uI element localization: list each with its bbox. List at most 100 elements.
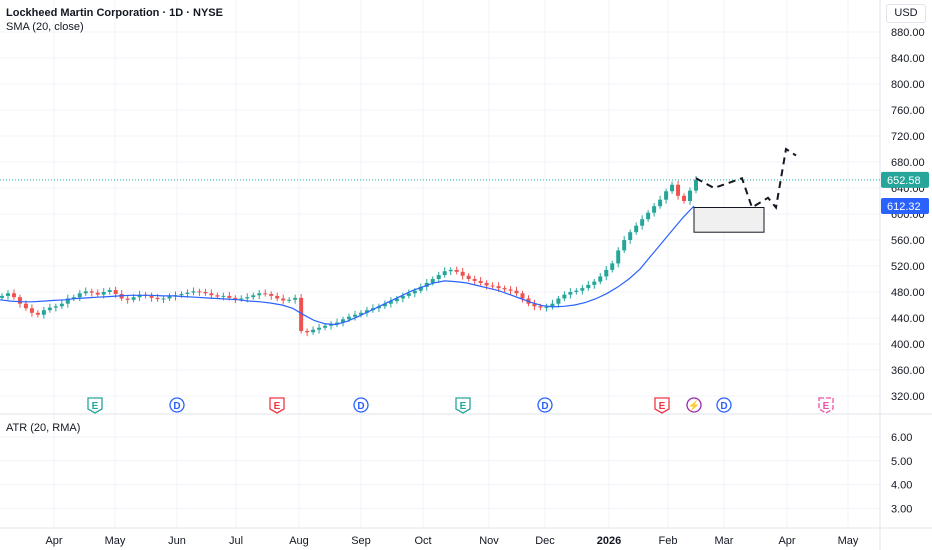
candle <box>293 297 298 300</box>
candle <box>59 303 64 307</box>
event-label: E <box>92 401 99 412</box>
candle <box>245 297 250 299</box>
candle <box>149 295 154 298</box>
event-label: E <box>460 401 467 412</box>
candle <box>364 310 369 313</box>
earnings-icon[interactable] <box>654 397 670 414</box>
candle <box>5 293 10 296</box>
candle <box>131 297 136 300</box>
earnings-icon[interactable] <box>455 397 471 414</box>
symbol-title[interactable]: Lockheed Martin Corporation · 1D · NYSE <box>6 7 223 19</box>
candle <box>65 298 70 304</box>
candle <box>203 292 208 294</box>
candle <box>550 303 555 307</box>
dividend-icon[interactable] <box>716 397 732 413</box>
atr-legend[interactable]: ATR (20, RMA) <box>6 422 81 434</box>
time-axis-label: 2026 <box>597 535 621 547</box>
price-axis-label: 680.00 <box>891 157 925 169</box>
candle <box>610 263 615 270</box>
dividend-icon[interactable] <box>169 397 185 413</box>
price-axis-label: 520.00 <box>891 261 925 273</box>
candle <box>562 294 567 299</box>
candle <box>83 291 88 294</box>
candle <box>233 297 238 300</box>
candle <box>652 206 657 213</box>
candle <box>646 212 651 220</box>
time-axis-label: May <box>838 535 859 547</box>
candle <box>676 184 681 196</box>
candle <box>41 310 46 315</box>
candle <box>664 191 669 200</box>
sma-value-badge <box>881 197 929 214</box>
candle <box>77 293 82 298</box>
event-label: E <box>274 401 281 412</box>
candle <box>335 322 340 325</box>
candle <box>323 325 328 328</box>
candle <box>155 297 160 300</box>
candle <box>604 269 609 277</box>
price-axis-label: 720.00 <box>891 131 925 143</box>
currency-button[interactable]: USD <box>886 4 926 23</box>
atr-axis-label: 6.00 <box>891 432 912 444</box>
candle <box>442 271 447 276</box>
time-axis-label: Jun <box>168 535 186 547</box>
candle <box>508 289 513 291</box>
time-axis-label: Oct <box>414 535 431 547</box>
candle <box>101 292 106 295</box>
candle <box>11 293 16 298</box>
price-axis-label: 880.00 <box>891 27 925 39</box>
candle <box>628 232 633 240</box>
candle <box>358 312 363 315</box>
candle <box>568 292 573 295</box>
last-price-badge <box>881 171 929 188</box>
candle <box>616 250 621 264</box>
candle <box>197 291 202 293</box>
candle <box>113 290 118 294</box>
dividend-icon[interactable] <box>537 397 553 413</box>
candle <box>95 292 100 295</box>
candle <box>694 179 698 191</box>
price-axis-label: 320.00 <box>891 391 925 403</box>
candle <box>89 291 94 293</box>
candle <box>376 306 381 309</box>
candle <box>137 294 142 298</box>
price-axis-label: 440.00 <box>891 313 925 325</box>
event-label: ⚡ <box>688 399 700 412</box>
sma-value-label: 612.32 <box>887 201 921 213</box>
candle <box>347 316 351 320</box>
candle <box>299 297 304 331</box>
time-axis-label: Apr <box>45 535 62 547</box>
candle <box>329 324 334 326</box>
candle <box>688 190 693 201</box>
candle <box>454 269 459 272</box>
candle <box>514 290 519 294</box>
candle <box>622 240 627 251</box>
candle <box>484 282 489 286</box>
candle <box>574 290 579 292</box>
split-icon[interactable] <box>686 397 702 413</box>
candle <box>598 276 603 282</box>
candle <box>107 290 112 292</box>
candle <box>472 279 477 281</box>
candle <box>418 286 423 291</box>
candle <box>167 296 172 299</box>
projection-path[interactable] <box>695 147 797 210</box>
candle <box>0 295 4 298</box>
candle <box>251 295 256 298</box>
candle <box>382 303 387 307</box>
earnings-icon[interactable] <box>269 397 285 414</box>
annotation-box[interactable] <box>693 207 765 233</box>
dividend-icon[interactable] <box>353 397 369 413</box>
candle <box>478 280 483 283</box>
candle <box>394 298 399 302</box>
candle <box>161 298 166 300</box>
candle <box>532 303 537 307</box>
candle <box>263 293 268 295</box>
candle <box>502 288 507 290</box>
time-axis-label: Mar <box>715 535 734 547</box>
earnings-icon[interactable] <box>818 397 834 414</box>
candle <box>179 293 184 296</box>
earnings-icon[interactable] <box>87 397 103 414</box>
sma-legend[interactable]: SMA (20, close) <box>6 21 84 33</box>
